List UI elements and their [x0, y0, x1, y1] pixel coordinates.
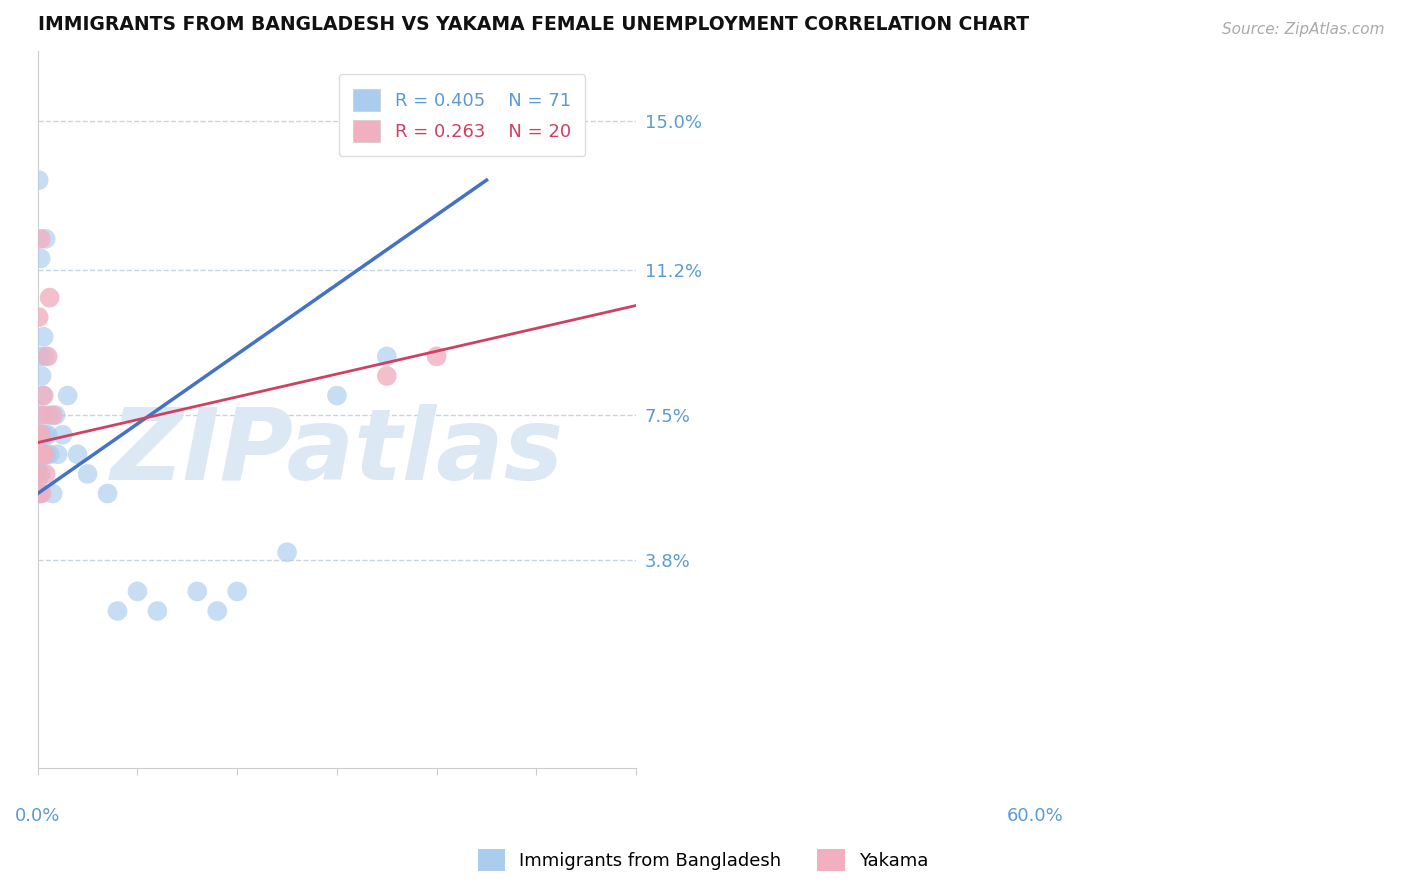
Point [31, 447, 53, 461]
Point [27, 458, 49, 473]
Point [34, 427, 56, 442]
Point [27, 486, 49, 500]
Text: IMMIGRANTS FROM BANGLADESH VS YAKAMA FEMALE UNEMPLOYMENT CORRELATION CHART: IMMIGRANTS FROM BANGLADESH VS YAKAMA FEM… [38, 15, 1029, 34]
Point [52, 427, 75, 442]
Point [276, 545, 298, 559]
Point [30, 427, 52, 442]
Point [31, 427, 53, 442]
Point [27, 467, 49, 481]
Legend: R = 0.405    N = 71, R = 0.263    N = 20: R = 0.405 N = 71, R = 0.263 N = 20 [339, 74, 585, 156]
Point [27, 447, 49, 461]
Point [32, 388, 55, 402]
Point [30, 232, 52, 246]
Point [27, 475, 49, 489]
Point [30, 252, 52, 266]
Legend: Immigrants from Bangladesh, Yakama: Immigrants from Bangladesh, Yakama [471, 842, 935, 879]
Point [46, 447, 69, 461]
Point [27, 486, 49, 500]
Point [56, 388, 79, 402]
Text: ZIPatlas: ZIPatlas [111, 404, 564, 500]
Point [426, 350, 449, 364]
Point [27, 427, 49, 442]
Point [28, 427, 51, 442]
Point [41, 408, 63, 422]
Point [226, 584, 249, 599]
Point [38, 447, 60, 461]
Point [66, 447, 89, 461]
Point [31, 447, 53, 461]
Point [34, 232, 56, 246]
Text: 0.0%: 0.0% [15, 807, 60, 825]
Point [45, 408, 67, 422]
Point [27, 427, 49, 442]
Point [30, 447, 52, 461]
Point [28, 467, 51, 481]
Point [375, 368, 398, 383]
Point [28, 350, 51, 364]
Point [31, 447, 53, 461]
Point [107, 604, 129, 618]
Point [28, 447, 51, 461]
Point [28, 447, 51, 461]
Point [127, 584, 149, 599]
Point [28, 486, 51, 500]
Point [28, 408, 51, 422]
Point [31, 388, 53, 402]
Point [37, 427, 59, 442]
Point [34, 467, 56, 481]
Text: 60.0%: 60.0% [1007, 807, 1063, 825]
Point [38, 291, 60, 305]
Point [207, 604, 229, 618]
Text: Source: ZipAtlas.com: Source: ZipAtlas.com [1222, 22, 1385, 37]
Point [31, 368, 53, 383]
Point [34, 447, 56, 461]
Point [32, 330, 55, 344]
Point [35, 447, 58, 461]
Point [30, 467, 52, 481]
Point [27, 435, 49, 450]
Point [28, 447, 51, 461]
Point [41, 486, 63, 500]
Point [38, 408, 60, 422]
Point [28, 447, 51, 461]
Point [34, 350, 56, 364]
Point [146, 604, 169, 618]
Point [34, 447, 56, 461]
Point [27, 467, 49, 481]
Point [28, 173, 51, 187]
Point [27, 451, 49, 466]
Point [76, 467, 98, 481]
Point [28, 467, 51, 481]
Point [28, 427, 51, 442]
Point [326, 388, 349, 402]
Point [31, 486, 53, 500]
Point [30, 427, 52, 442]
Point [32, 447, 55, 461]
Point [28, 486, 51, 500]
Point [28, 310, 51, 325]
Point [475, 95, 498, 109]
Point [37, 350, 59, 364]
Point [186, 584, 208, 599]
Point [96, 486, 118, 500]
Point [31, 408, 53, 422]
Point [27, 447, 49, 461]
Point [375, 350, 398, 364]
Point [31, 427, 53, 442]
